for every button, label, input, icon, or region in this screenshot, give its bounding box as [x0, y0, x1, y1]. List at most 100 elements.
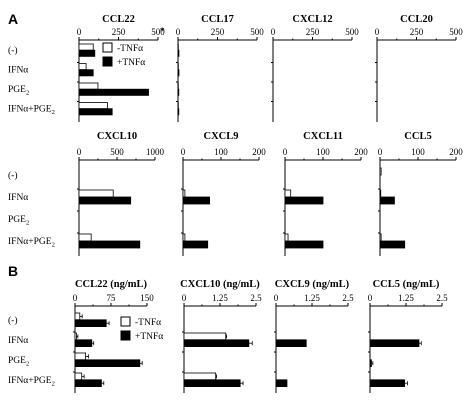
x-tick-label: 500	[151, 27, 165, 37]
x-tick-label: 200	[449, 147, 463, 157]
bar-minus-tnf	[284, 233, 289, 242]
chart-panel: CXCL9 (ng/mL) 0 1.25 2.5	[274, 279, 354, 393]
bar-minus-tnf	[78, 233, 92, 242]
bar-plus-tnf	[78, 108, 113, 116]
chart-panel: CXCL10 0 500 1000	[77, 131, 165, 256]
row-label-main: IFNα	[8, 336, 28, 346]
bar-plus-tnf	[182, 240, 209, 249]
bar-plus-tnf	[379, 196, 395, 205]
row-label-subscript: 2	[52, 109, 55, 116]
row-label-subscript: 2	[26, 90, 29, 97]
x-tick-label: 250	[112, 27, 126, 37]
chart-title: CXCL11	[303, 131, 343, 142]
x-tick-label: 500	[345, 27, 359, 37]
bar-plus-tnf	[284, 196, 324, 205]
x-tick-label: 200	[354, 147, 368, 157]
section-letter-b: B	[8, 263, 18, 279]
row-label: IFNα	[8, 336, 28, 346]
chart-panel: CCL17 0 250 500	[176, 14, 264, 122]
chart-panel: CCL5 (ng/mL)0 1.25 2.5	[368, 279, 448, 393]
chart-title: CXCL12	[292, 14, 332, 25]
bar-plus-tnf	[74, 339, 93, 347]
bar-minus-tnf	[379, 233, 382, 242]
bar-plus-tnf	[74, 359, 141, 367]
row-label-main: (-)	[8, 170, 18, 181]
x-tick-label: 250	[306, 27, 320, 37]
x-tick-label: 1.25	[304, 293, 320, 303]
bar-minus-tnf	[78, 189, 114, 198]
bar-minus-tnf	[78, 43, 94, 51]
x-tick-label: 0	[375, 27, 380, 37]
legend-swatch-minus	[102, 42, 113, 53]
chart-title: CCL5	[404, 131, 431, 142]
chart-title: CXCL10 (ng/mL)	[180, 279, 260, 290]
bar-minus-tnf	[74, 312, 81, 321]
bar-plus-tnf	[284, 240, 324, 249]
row-labels-group: (-)IFNαPGE2IFNα+PGE2(-)IFNαPGE2IFNα+PGE2…	[8, 45, 55, 387]
bar-plus-tnf	[183, 379, 241, 387]
row-label-main: IFNα+PGE	[8, 376, 52, 386]
chart-title: CXCL9	[203, 131, 238, 142]
bar-plus-tnf	[78, 240, 141, 249]
bar-plus-tnf	[177, 108, 180, 116]
x-tick-label: 250	[410, 27, 424, 37]
row-label: (-)	[8, 170, 18, 181]
x-tick-label: 2.5	[250, 293, 262, 303]
row-label: PGE2	[8, 85, 29, 97]
x-tick-label: 0	[271, 27, 276, 37]
legend-swatch-plus	[120, 330, 131, 341]
row-label: IFNα	[8, 66, 28, 76]
chart-title: CXCL9 (ng/mL)	[275, 279, 350, 290]
bar-minus-tnf	[284, 189, 292, 198]
bar-plus-tnf	[183, 339, 250, 347]
x-tick-label: 200	[252, 147, 266, 157]
bar-plus-tnf	[369, 359, 372, 367]
section-letter-a: A	[8, 11, 18, 27]
x-tick-label: 500	[449, 27, 463, 37]
legend-label-minus: -TNFα	[117, 44, 143, 54]
bar-plus-tnf	[177, 49, 180, 57]
x-tick-label: 0	[182, 293, 187, 303]
chart-title: CXCL10	[97, 131, 137, 142]
legends-group: -TNFα +TNFα -TNFα +TNFα	[102, 42, 163, 342]
bar-minus-tnf	[183, 332, 227, 341]
row-label: IFNα+PGE2	[8, 105, 55, 117]
legend-swatch-plus	[102, 56, 113, 67]
significance-annotation: *	[160, 26, 165, 36]
x-tick-label: 2.5	[342, 293, 354, 303]
row-label: (-)	[8, 45, 18, 56]
chart-title: CCL17	[201, 14, 234, 25]
x-tick-label: 2.5	[436, 293, 448, 303]
chart-panel: CXCL11 0 100 200	[283, 131, 368, 256]
row-label-main: PGE	[8, 85, 26, 95]
x-tick-label: 100	[411, 147, 425, 157]
chart-panel: CXCL12 0 250 500	[271, 14, 359, 122]
x-tick-label: 500	[110, 147, 124, 157]
row-label-main: PGE	[8, 356, 26, 366]
bar-plus-tnf	[379, 240, 406, 249]
bar-minus-tnf	[182, 189, 186, 198]
row-label-subscript: 2	[52, 380, 55, 387]
bar-plus-tnf	[369, 339, 420, 347]
legend-swatch-minus	[120, 316, 131, 327]
bar-plus-tnf	[78, 196, 132, 205]
bar-plus-tnf	[275, 379, 288, 387]
bar-plus-tnf	[182, 196, 211, 205]
chart-panel: CCL5 0 100 200	[378, 131, 463, 256]
x-tick-label: 0	[77, 147, 82, 157]
chart-panel: CXCL10 (ng/mL) 0 1.25 2.5	[180, 279, 262, 393]
bar-minus-tnf	[78, 82, 99, 90]
row-label-subscript: 2	[26, 360, 29, 367]
x-tick-label: 0	[73, 293, 78, 303]
x-tick-label: 1.25	[398, 293, 414, 303]
bar-minus-tnf	[74, 352, 86, 361]
bar-plus-tnf	[369, 379, 405, 387]
row-label: IFNα+PGE2	[8, 376, 55, 388]
bar-plus-tnf	[74, 379, 102, 387]
x-tick-label: 500	[250, 27, 264, 37]
chart-panel: CCL22 0 250 500*	[77, 14, 165, 122]
bar-minus-tnf	[379, 189, 382, 198]
chart-panel: CXCL9 0 100 200	[181, 131, 266, 256]
row-label-main: IFNα+PGE	[8, 237, 52, 247]
